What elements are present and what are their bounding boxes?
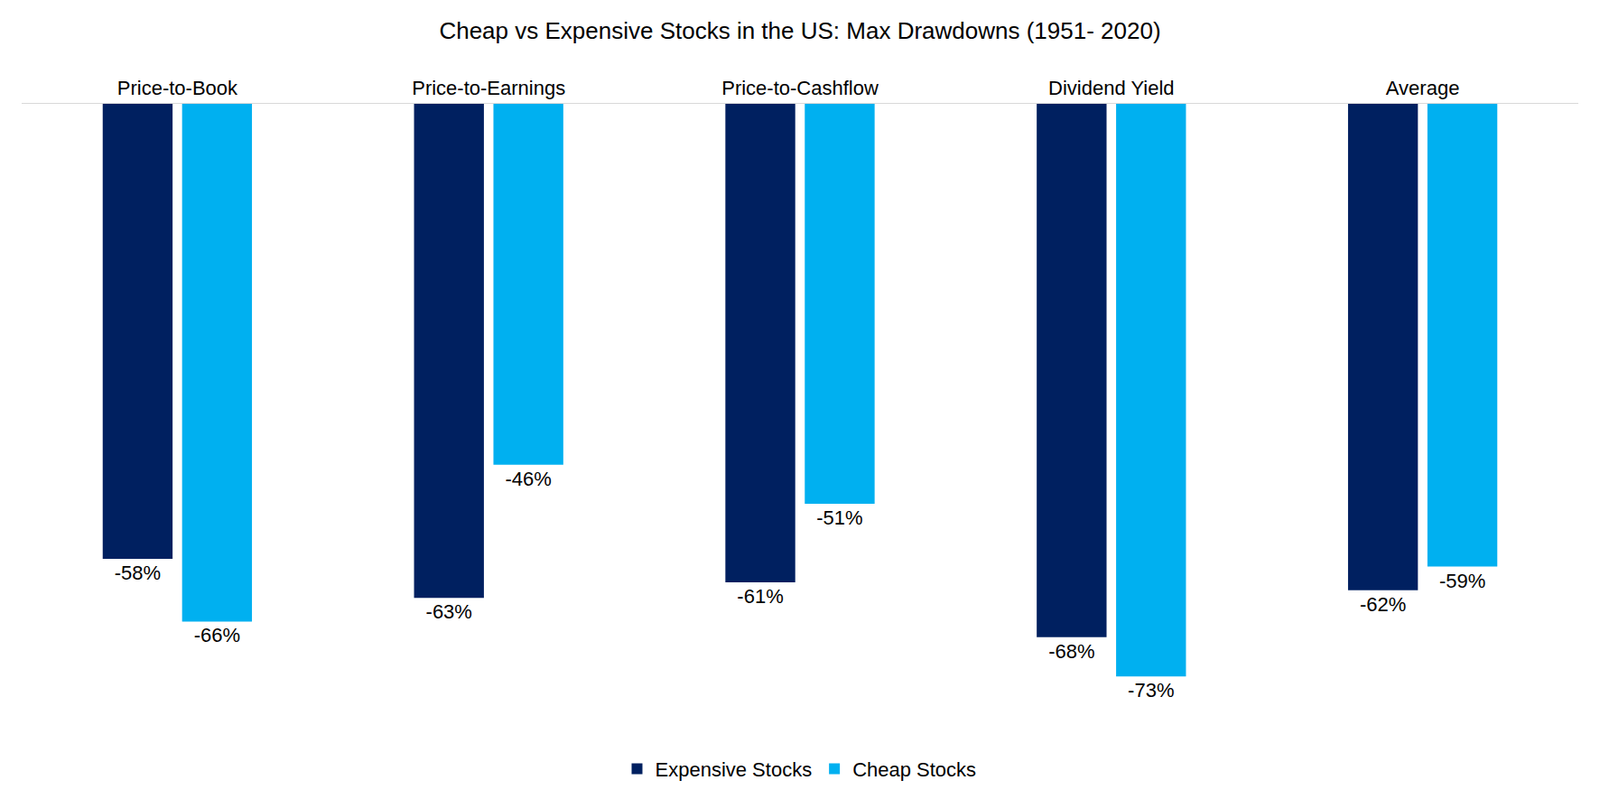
svg-text:-63%: -63% — [426, 600, 473, 624]
svg-text:-51%: -51% — [816, 506, 863, 530]
svg-text:Average: Average — [1386, 76, 1461, 100]
svg-text:Price-to-Cashflow: Price-to-Cashflow — [721, 76, 879, 100]
svg-text:-66%: -66% — [194, 623, 241, 647]
svg-text:Cheap vs Expensive Stocks in t: Cheap vs Expensive Stocks in the US: Max… — [438, 17, 1161, 45]
svg-text:-61%: -61% — [736, 585, 783, 608]
svg-text:Cheap Stocks: Cheap Stocks — [852, 758, 977, 782]
svg-text:Price-to-Earnings: Price-to-Earnings — [411, 76, 566, 100]
svg-text:Price-to-Book: Price-to-Book — [117, 76, 239, 100]
svg-text:-59%: -59% — [1439, 569, 1486, 593]
svg-text:-58%: -58% — [114, 561, 161, 585]
svg-text:Dividend Yield: Dividend Yield — [1048, 76, 1174, 100]
svg-text:-68%: -68% — [1048, 640, 1095, 663]
svg-text:-73%: -73% — [1127, 679, 1174, 702]
svg-text:-62%: -62% — [1359, 593, 1406, 616]
svg-text:Expensive Stocks: Expensive Stocks — [655, 758, 813, 782]
svg-text:-46%: -46% — [504, 467, 551, 491]
